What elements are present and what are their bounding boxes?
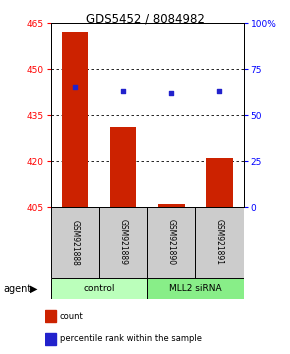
Text: GDS5452 / 8084982: GDS5452 / 8084982 <box>86 12 204 25</box>
Text: GSM921888: GSM921888 <box>70 219 79 266</box>
Bar <box>147 278 244 299</box>
Text: MLL2 siRNA: MLL2 siRNA <box>169 284 222 293</box>
Bar <box>99 207 147 278</box>
Bar <box>195 207 244 278</box>
Text: GSM921891: GSM921891 <box>215 219 224 266</box>
Point <box>169 90 174 96</box>
Bar <box>51 207 99 278</box>
Bar <box>45 310 56 322</box>
Point <box>121 88 125 94</box>
Bar <box>45 333 56 345</box>
Point <box>72 85 77 90</box>
Text: GSM921890: GSM921890 <box>167 219 176 266</box>
Text: control: control <box>83 284 115 293</box>
Text: percentile rank within the sample: percentile rank within the sample <box>60 334 202 343</box>
Text: agent: agent <box>3 284 31 293</box>
Text: GSM921889: GSM921889 <box>119 219 128 266</box>
Text: ▶: ▶ <box>30 284 37 293</box>
Bar <box>110 127 136 207</box>
Bar <box>61 32 88 207</box>
Point <box>217 88 222 94</box>
Text: count: count <box>60 312 84 321</box>
Bar <box>147 207 195 278</box>
Bar <box>206 158 233 207</box>
Bar <box>51 278 147 299</box>
Bar <box>158 204 184 207</box>
